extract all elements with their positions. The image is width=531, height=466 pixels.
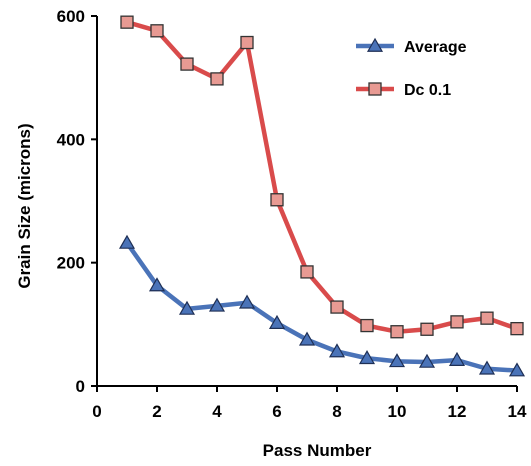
x-tick-label: 2: [152, 402, 161, 421]
x-tick-label: 0: [92, 402, 101, 421]
data-point: [150, 24, 164, 38]
series-dc-0-1: [120, 15, 524, 339]
data-point: [480, 311, 494, 325]
legend-label: Average: [404, 39, 467, 56]
data-point: [208, 297, 226, 312]
data-point: [240, 35, 254, 50]
x-tick-label: 8: [332, 402, 341, 421]
x-tick-label: 14: [508, 402, 527, 421]
x-axis-title: Pass Number: [263, 441, 372, 460]
x-tick-label: 4: [212, 402, 222, 421]
data-point: [448, 351, 466, 366]
y-tick-label: 200: [57, 254, 85, 273]
legend-label: Dc 0.1: [404, 82, 451, 99]
data-point: [300, 265, 314, 279]
data-point: [298, 331, 316, 346]
data-point: [420, 322, 434, 336]
legend: Average Dc 0.1: [356, 37, 467, 99]
data-point: [358, 350, 376, 365]
x-tick-label: 12: [448, 402, 467, 421]
data-point: [330, 300, 344, 314]
data-point: [328, 343, 346, 358]
data-point: [178, 300, 196, 315]
x-tick-label: 10: [388, 402, 407, 421]
data-point: [180, 57, 194, 71]
axes: 0 2 4 6 8 10 12 14 0 200 400 600: [57, 7, 527, 421]
y-axis-title: Grain Size (microns): [15, 123, 34, 288]
legend-marker: [366, 37, 384, 52]
y-tick-label: 600: [57, 7, 85, 26]
data-point: [120, 15, 134, 29]
data-point: [360, 318, 374, 333]
data-point: [450, 315, 464, 329]
data-point: [510, 321, 524, 336]
data-point: [210, 72, 224, 86]
data-point: [390, 325, 404, 339]
series-line: [125, 241, 518, 373]
data-point: [148, 277, 166, 292]
y-tick-label: 400: [57, 130, 85, 149]
data-point: [270, 193, 284, 207]
data-point: [238, 294, 256, 309]
data-point: [118, 234, 136, 249]
data-point: [268, 314, 286, 329]
data-point: [418, 353, 436, 368]
x-tick-label: 6: [272, 402, 281, 421]
y-tick-label: 0: [76, 377, 85, 396]
data-point: [388, 353, 406, 368]
legend-marker: [368, 82, 382, 96]
legend-item: Average: [356, 37, 467, 56]
series-average: [118, 234, 526, 377]
series-layer: [118, 15, 526, 377]
data-point: [478, 360, 496, 375]
data-point: [508, 362, 526, 377]
legend-item: Dc 0.1: [356, 82, 451, 99]
